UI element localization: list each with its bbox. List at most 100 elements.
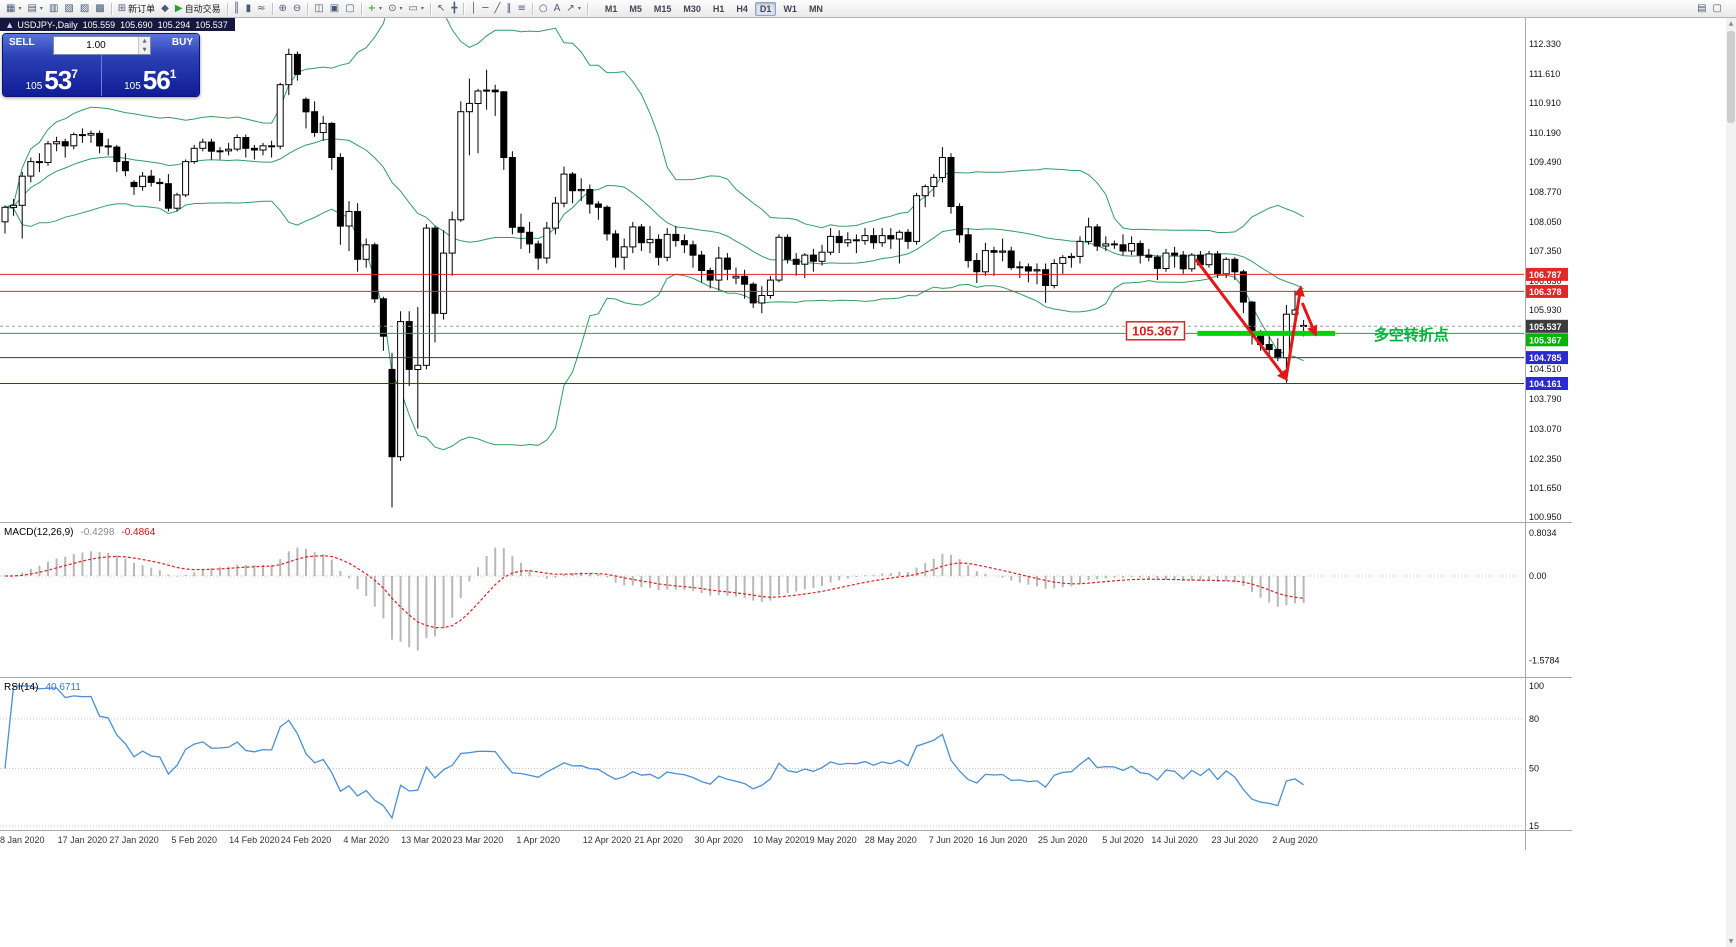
trendline-button[interactable]: ╱: [491, 0, 503, 17]
dropdown-arrow-icon: ▾: [379, 5, 383, 12]
svg-text:21 Apr 2020: 21 Apr 2020: [634, 835, 683, 845]
tile-windows-button[interactable]: ◫: [311, 0, 326, 17]
buy-price: 105561: [124, 65, 177, 95]
auto-arrange-button[interactable]: ▣: [327, 0, 342, 17]
svg-text:108.770: 108.770: [1529, 187, 1562, 197]
vertical-scrollbar[interactable]: ▲ ▼: [1726, 17, 1736, 947]
scrollbar-thumb[interactable]: [1727, 31, 1735, 123]
volume-up-icon[interactable]: ▲: [139, 37, 150, 46]
pane-separators[interactable]: [0, 17, 1572, 850]
cursor-button[interactable]: ↖: [434, 0, 448, 17]
zoom-out-icon: ⊖: [292, 2, 302, 14]
market-watch-button[interactable]: ▥: [46, 0, 61, 17]
price-scale[interactable]: 112.330 111.610 110.910 110.190 109.490 108.7…: [1526, 39, 1568, 522]
cursor-icon: ↖: [436, 2, 446, 14]
timeframe-m1[interactable]: M1: [604, 3, 618, 14]
crosshair-button[interactable]: ╋: [448, 0, 460, 17]
navigator-button[interactable]: ▨: [77, 0, 92, 17]
shapes-button[interactable]: ○: [536, 0, 551, 17]
profiles-button[interactable]: ▤ ▾: [24, 0, 45, 17]
new-chart-button[interactable]: ▦ ▾: [3, 0, 24, 17]
indicators-button[interactable]: + ▾: [365, 0, 385, 17]
collapse-trade-panel-icon[interactable]: ▲: [7, 20, 13, 29]
toolbar-separator: [531, 2, 533, 15]
svg-text:0.8034: 0.8034: [1529, 528, 1557, 538]
timeframe-w1[interactable]: W1: [783, 3, 797, 14]
svg-text:108.050: 108.050: [1529, 217, 1562, 227]
templates-button[interactable]: ▭ ▾: [405, 0, 426, 17]
metaeditor-button[interactable]: ◆: [158, 0, 172, 17]
svg-text:1 Apr 2020: 1 Apr 2020: [516, 835, 560, 845]
ohlc-low: 105.294: [157, 19, 191, 30]
dropdown-arrow-icon: ▾: [420, 5, 424, 12]
timeframe-h1[interactable]: H1: [712, 3, 725, 14]
market-watch-icon: ▥: [48, 2, 59, 14]
text-icon: A: [553, 2, 561, 14]
toolbar-separator: [429, 2, 431, 15]
toolbar-separator: [271, 2, 273, 15]
scroll-up-icon[interactable]: ▲: [1728, 19, 1734, 27]
svg-text:10 May 2020: 10 May 2020: [753, 835, 805, 845]
timeframe-m15[interactable]: M15: [653, 3, 672, 14]
metaeditor-icon: ◆: [161, 2, 169, 14]
text-button[interactable]: A: [551, 0, 564, 17]
terminal-icon: ▩: [95, 2, 105, 14]
timeframe-mn[interactable]: MN: [808, 3, 823, 14]
bar-chart-button[interactable]: ║: [231, 0, 243, 17]
turning-point-note[interactable]: 多空转折点: [1374, 326, 1449, 344]
svg-text:102.350: 102.350: [1529, 454, 1562, 464]
timeframe-m30[interactable]: M30: [683, 3, 701, 14]
svg-text:80: 80: [1529, 714, 1539, 724]
vertical-line-icon: │: [470, 2, 477, 14]
crosshair-icon: ╋: [451, 2, 458, 14]
volume-input[interactable]: 1.00 ▲ ▼: [53, 36, 151, 55]
chart-shift-button[interactable]: ▢: [342, 0, 357, 17]
svg-text:110.910: 110.910: [1529, 98, 1561, 108]
sell-label: SELL: [9, 37, 35, 48]
timeframe-d1[interactable]: D1: [754, 1, 777, 16]
svg-text:4 Mar 2020: 4 Mar 2020: [343, 835, 389, 845]
fibonacci-button[interactable]: ≡: [514, 0, 528, 17]
terminal-button[interactable]: ▩: [92, 0, 107, 17]
zoom-out-button[interactable]: ⊖: [290, 0, 304, 17]
ohlc-close: 105.537: [195, 19, 228, 30]
arrow-tools-button[interactable]: ↗ ▾: [563, 0, 583, 17]
vertical-line-button[interactable]: │: [467, 0, 479, 17]
date-axis[interactable]: 8 Jan 2020 17 Jan 2020 27 Jan 2020 5 Feb 20…: [0, 835, 1318, 845]
timeframe-h4[interactable]: H4: [736, 3, 748, 14]
timeframe-m5[interactable]: M5: [629, 3, 642, 14]
svg-text:107.350: 107.350: [1529, 246, 1562, 256]
zoom-in-button[interactable]: ⊕: [276, 0, 290, 17]
new-order-icon: ⊞: [117, 2, 127, 14]
candlestick-chart-button[interactable]: ▮: [243, 0, 255, 17]
price-tag: 105.537: [1526, 319, 1568, 333]
timeframe-group: M1 M5 M15 M30 H1 H4 D1 W1 MN: [599, 1, 829, 16]
auto-arrange-icon: ▣: [329, 2, 340, 14]
autotrade-button[interactable]: ▶ 自动交易: [172, 0, 224, 17]
channel-button[interactable]: ∥: [503, 0, 514, 17]
svg-text:13 Mar 2020: 13 Mar 2020: [401, 835, 452, 845]
svg-text:17 Jan 2020: 17 Jan 2020: [58, 835, 108, 845]
autotrade-icon: ▶: [174, 2, 183, 14]
macd-label: MACD(12,26,9) -0.4298 -0.4864: [4, 527, 155, 538]
volume-down-icon[interactable]: ▼: [139, 45, 150, 54]
svg-text:100: 100: [1529, 681, 1544, 691]
rsi-value: 40.6711: [45, 682, 81, 693]
svg-text:28 May 2020: 28 May 2020: [865, 835, 917, 845]
new-order-button[interactable]: ⊞ 新订单: [115, 0, 158, 17]
periods-button[interactable]: ⊙ ▾: [385, 0, 405, 17]
trend-arrows[interactable]: [1194, 258, 1318, 382]
full-screen-button[interactable]: ▢: [1710, 0, 1725, 17]
scroll-down-icon[interactable]: ▼: [1728, 937, 1734, 945]
horizontal-line-button[interactable]: ─: [479, 0, 491, 17]
price-callout[interactable]: 105.367: [1125, 321, 1186, 341]
one-click-trading-panel: SELL 105537 BUY 105561 1.00 ▲ ▼: [2, 33, 200, 97]
line-chart-button[interactable]: ≈: [254, 0, 268, 17]
trendline-icon: ╱: [494, 2, 501, 14]
svg-text:109.490: 109.490: [1529, 157, 1562, 167]
chart-properties-button[interactable]: ▤: [1694, 0, 1709, 17]
navigator-icon: ▨: [79, 2, 90, 14]
svg-text:14 Jul 2020: 14 Jul 2020: [1151, 835, 1198, 845]
data-window-button[interactable]: ▧: [61, 0, 76, 17]
